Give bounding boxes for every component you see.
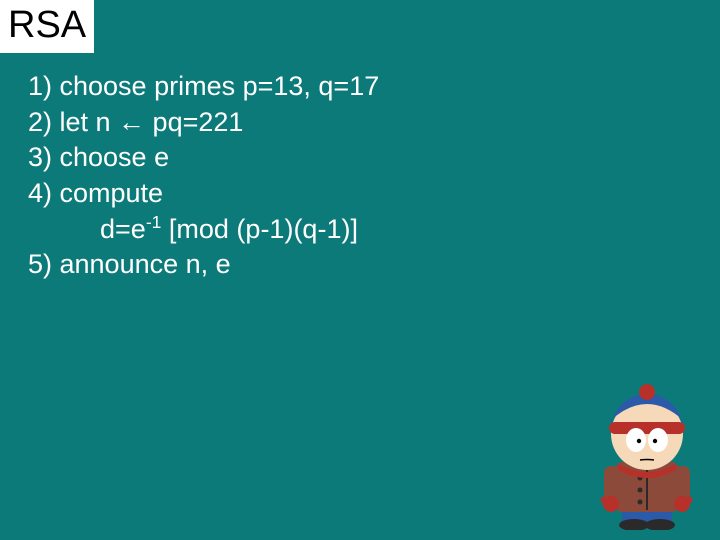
title-bar: RSA xyxy=(0,0,94,53)
left-arrow-icon: ← xyxy=(118,107,145,137)
slide-content: 1) choose primes p=13, q=17 2) let n ← p… xyxy=(0,53,720,283)
step-2-post: pq=221 xyxy=(145,107,243,137)
step-2: 2) let n ← pq=221 xyxy=(28,105,720,141)
step-4: 4) compute xyxy=(28,176,720,212)
cartoon-character-icon xyxy=(592,380,702,530)
step-1: 1) choose primes p=13, q=17 xyxy=(28,69,720,105)
step-4b: d=e-1 [mod (p-1)(q-1)] xyxy=(28,212,720,248)
step-5: 5) announce n, e xyxy=(28,247,720,283)
step-4b-sup: -1 xyxy=(146,212,162,232)
slide-title: RSA xyxy=(8,4,86,46)
step-2-pre: 2) let n xyxy=(28,107,118,137)
step-3: 3) choose e xyxy=(28,140,720,176)
step-4b-post: [mod (p-1)(q-1)] xyxy=(161,214,358,244)
step-4b-pre: d=e xyxy=(100,214,146,244)
